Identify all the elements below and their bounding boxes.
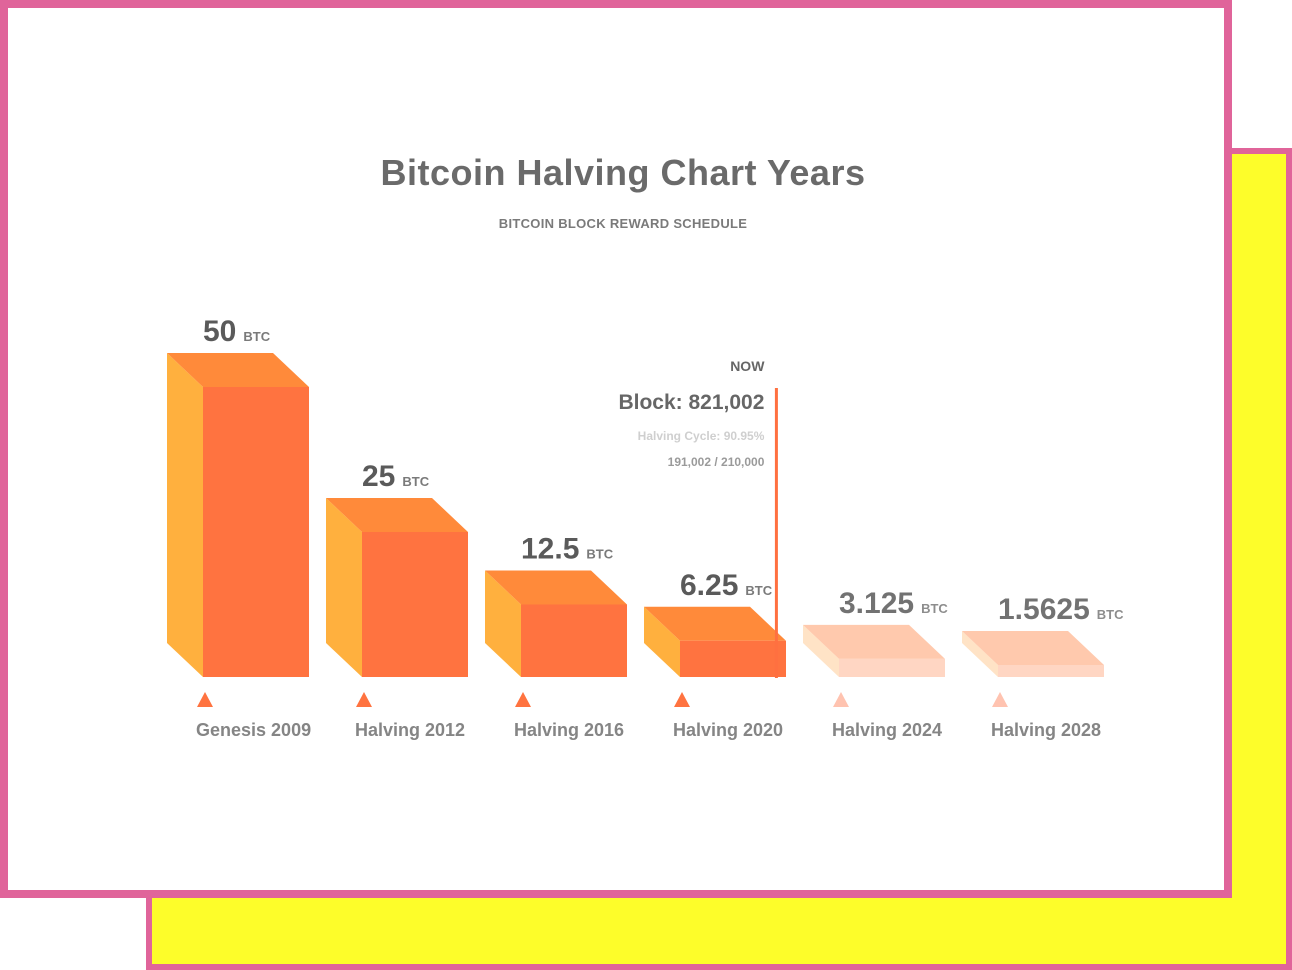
now-label: NOW	[730, 358, 765, 374]
bar-top-halving-2020	[644, 606, 786, 641]
value-label-halving-2016: 12.5 BTC	[521, 533, 614, 566]
category-label-halving-2016: Halving 2016	[514, 720, 624, 740]
bar-halving-2020	[644, 606, 786, 677]
cycle-progress-label: 191,002 / 210,000	[668, 455, 765, 469]
category-label-halving-2012: Halving 2012	[355, 720, 465, 740]
bar-side-halving-2028	[962, 631, 998, 677]
bar-side-halving-2024	[803, 624, 839, 677]
chart-subtitle: BITCOIN BLOCK REWARD SCHEDULE	[498, 216, 748, 231]
bar-halving-2024	[803, 624, 945, 677]
value-unit-halving-2020: BTC	[745, 583, 772, 598]
bar-halving-2016	[485, 570, 627, 677]
bar-side-genesis-2009	[167, 353, 203, 677]
bar-top-halving-2024	[803, 624, 945, 659]
bar-halving-2012	[326, 498, 468, 677]
bar-front-halving-2016	[521, 604, 627, 677]
marker-genesis-2009	[197, 692, 213, 707]
value-unit-halving-2016: BTC	[586, 547, 613, 562]
value-number-halving-2012: 25	[362, 460, 395, 493]
block-number: Block: 821,002	[618, 391, 764, 414]
category-label-halving-2024: Halving 2024	[832, 720, 942, 740]
bar-top-halving-2012	[326, 498, 468, 532]
bar-top-halving-2016	[485, 570, 627, 605]
bar-top-halving-2028	[962, 631, 1104, 665]
bar-top-genesis-2009	[167, 353, 309, 387]
value-unit-genesis-2009: BTC	[243, 329, 270, 344]
value-label-genesis-2009: 50 BTC	[203, 315, 271, 348]
bar-front-genesis-2009	[203, 387, 309, 677]
value-label-halving-2020: 6.25 BTC	[680, 569, 773, 602]
bar-side-halving-2020	[644, 606, 680, 677]
bar-front-halving-2028	[998, 665, 1104, 677]
marker-halving-2012	[356, 692, 372, 707]
marker-halving-2016	[515, 692, 531, 707]
chart-title: Bitcoin Halving Chart Years	[380, 152, 866, 193]
value-number-genesis-2009: 50	[203, 315, 236, 348]
value-unit-halving-2024: BTC	[921, 601, 948, 616]
category-label-halving-2028: Halving 2028	[991, 720, 1101, 740]
bar-front-halving-2020	[680, 640, 786, 677]
bar-halving-2028	[962, 631, 1104, 677]
value-number-halving-2020: 6.25	[680, 569, 738, 602]
value-label-halving-2012: 25 BTC	[362, 460, 430, 493]
bar-front-halving-2024	[839, 658, 945, 677]
bar-front-halving-2012	[362, 532, 468, 677]
marker-halving-2020	[674, 692, 690, 707]
value-unit-halving-2012: BTC	[402, 474, 429, 489]
marker-halving-2024	[833, 692, 849, 707]
category-label-genesis-2009: Genesis 2009	[196, 720, 311, 740]
value-label-halving-2024: 3.125 BTC	[839, 587, 948, 620]
marker-halving-2028	[992, 692, 1008, 707]
value-unit-halving-2028: BTC	[1097, 607, 1124, 622]
halving-cycle-label: Halving Cycle: 90.95%	[638, 429, 765, 443]
value-number-halving-2016: 12.5	[521, 533, 579, 566]
bar-genesis-2009	[167, 353, 309, 677]
category-label-halving-2020: Halving 2020	[673, 720, 783, 740]
bar-side-halving-2016	[485, 570, 521, 677]
bar-side-halving-2012	[326, 498, 362, 677]
value-number-halving-2024: 3.125	[839, 587, 914, 620]
value-label-halving-2028: 1.5625 BTC	[998, 593, 1124, 626]
value-number-halving-2028: 1.5625	[998, 593, 1090, 626]
